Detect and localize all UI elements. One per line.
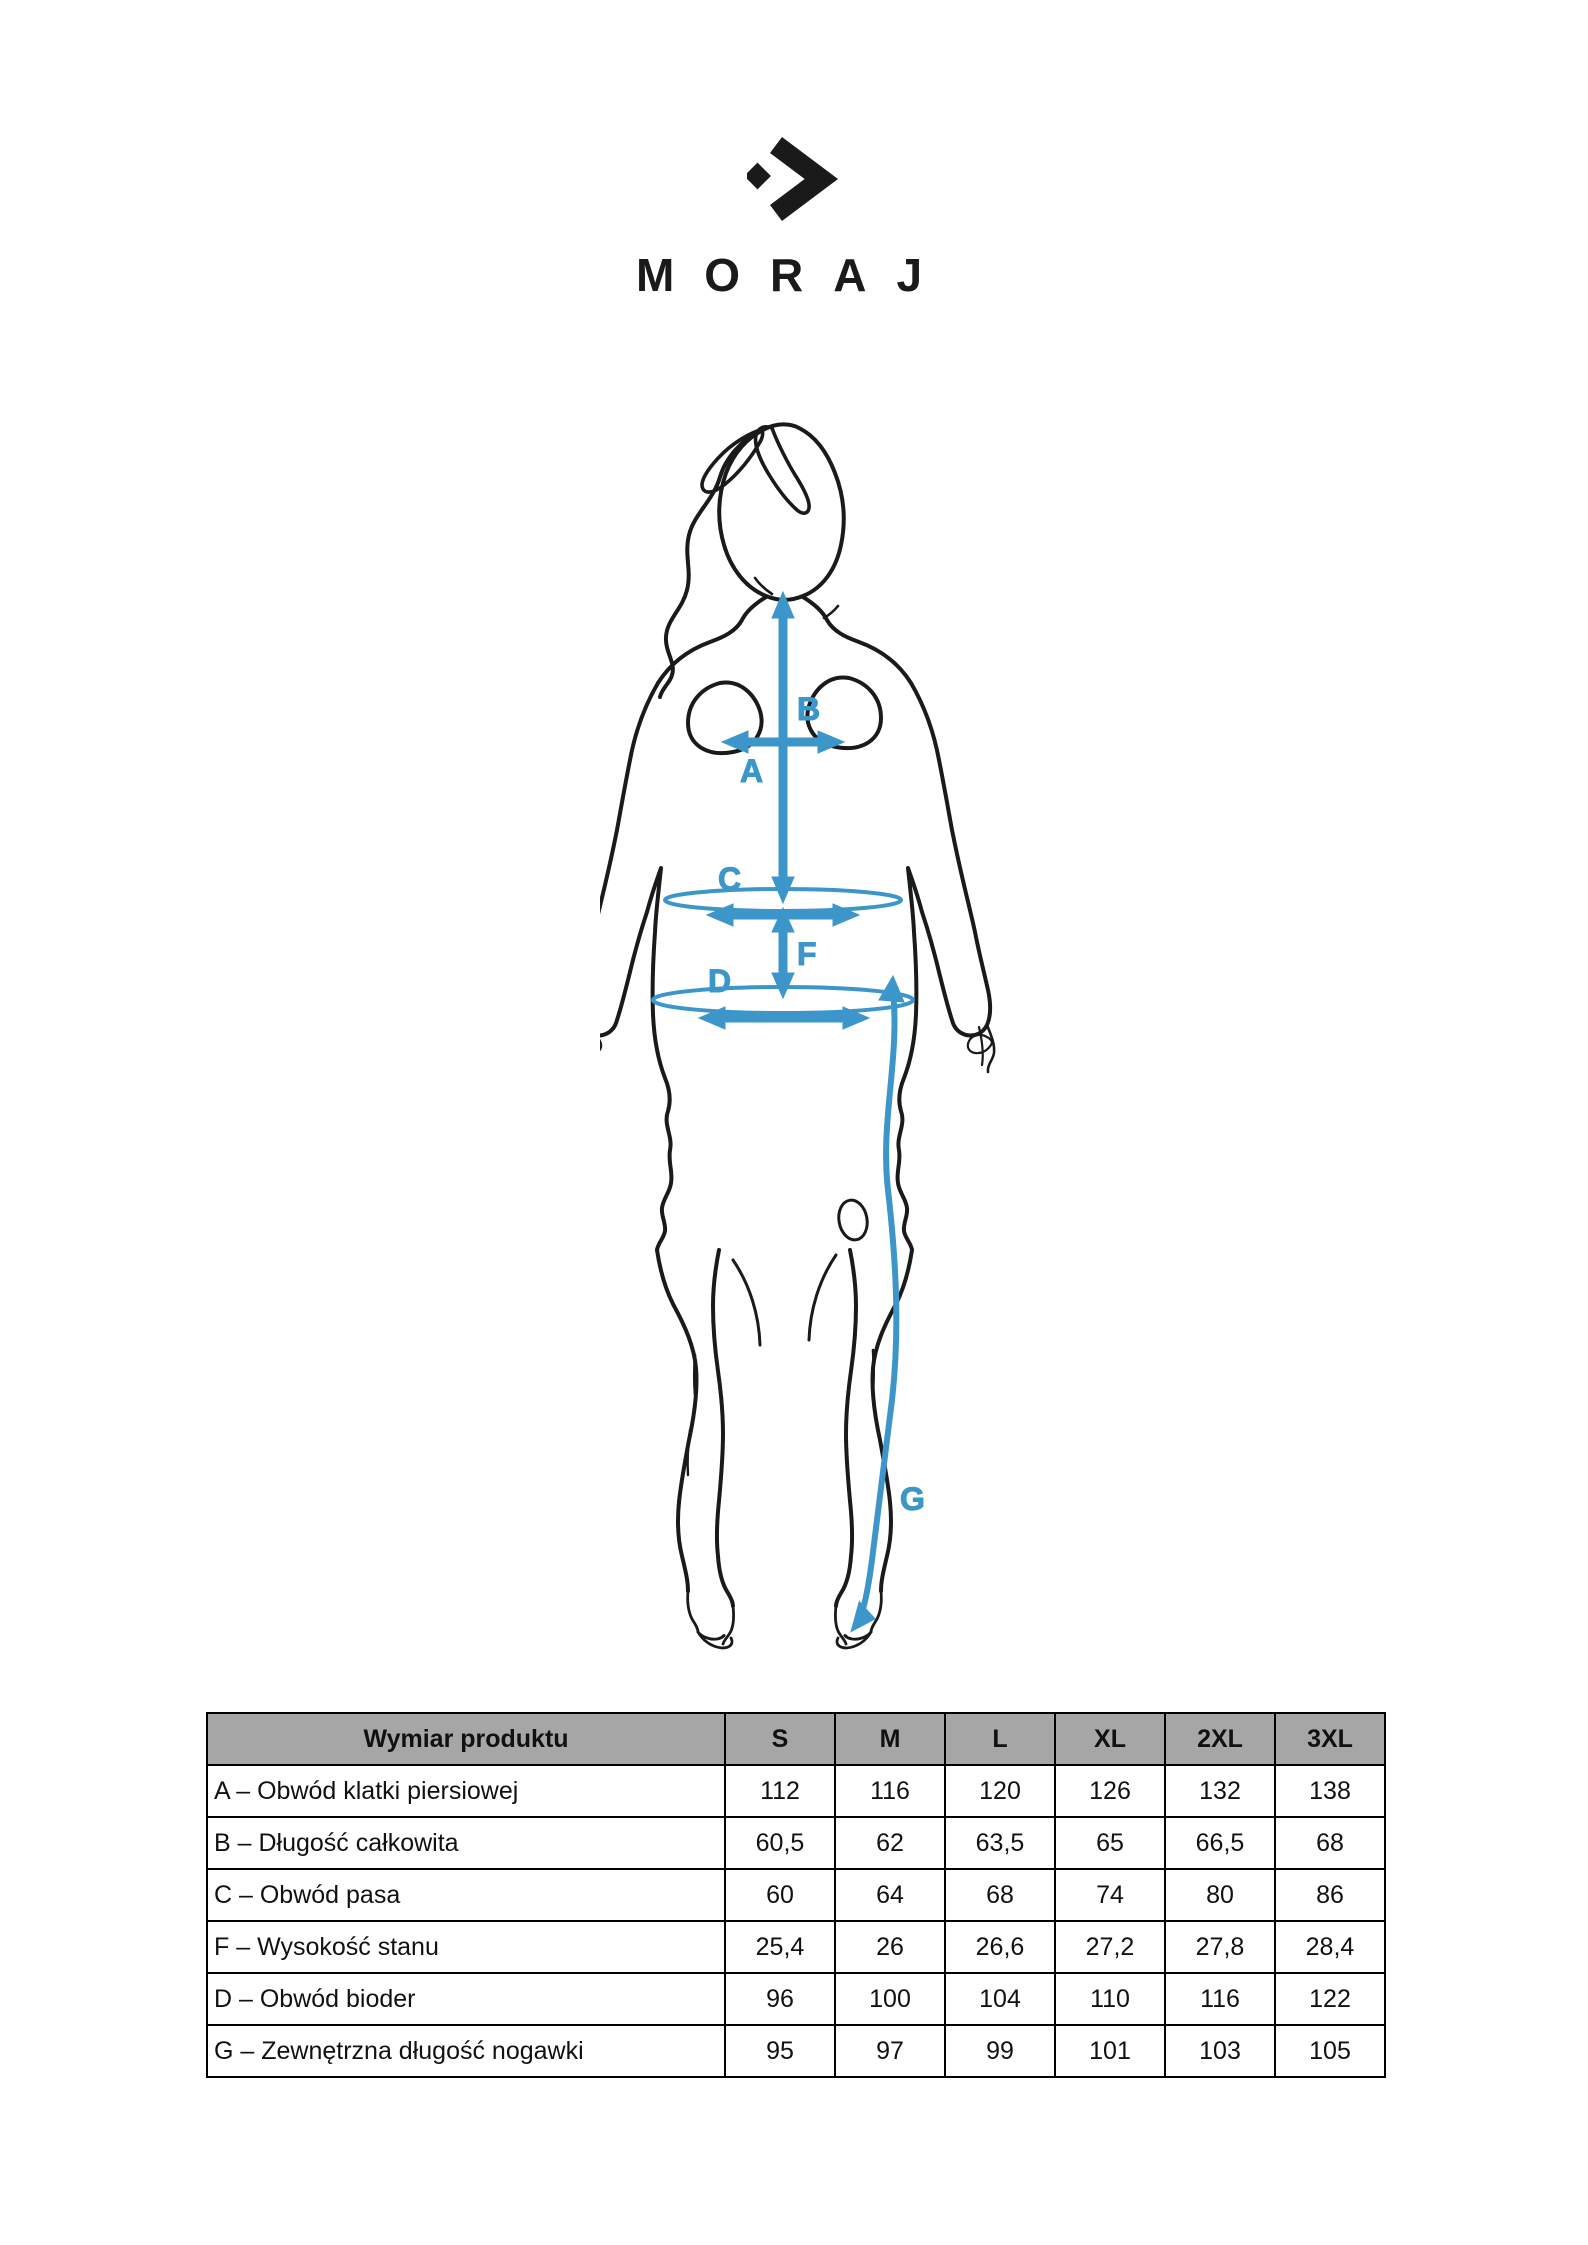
svg-text:D: D xyxy=(708,963,731,999)
svg-text:F: F xyxy=(797,936,817,972)
svg-text:A: A xyxy=(740,753,763,789)
svg-text:B: B xyxy=(797,691,820,727)
svg-text:C: C xyxy=(718,861,741,897)
svg-text:G: G xyxy=(900,1481,925,1517)
